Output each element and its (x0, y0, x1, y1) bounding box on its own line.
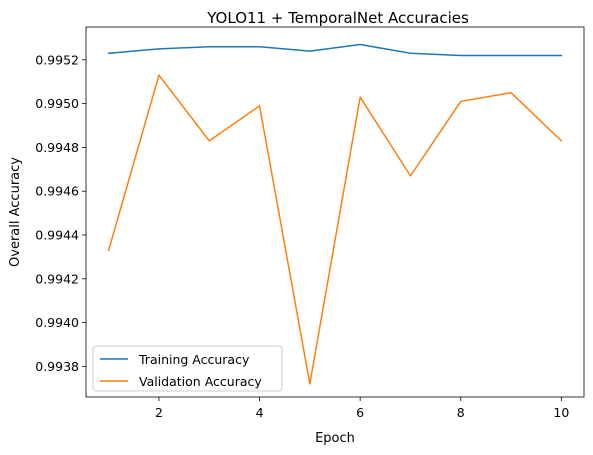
legend: Training Accuracy Validation Accuracy (92, 345, 283, 392)
x-tick-label: 6 (356, 405, 364, 420)
y-tick-label: 0.9946 (35, 184, 79, 199)
y-axis: 0.9938 0.9940 0.9942 0.9944 0.9946 0.9948 0.99… (35, 52, 86, 374)
y-tick-label: 0.9950 (35, 96, 79, 111)
x-axis-label: Epoch (315, 431, 355, 446)
series-line-validation-accuracy (107, 74, 563, 385)
y-axis-label: Overall Accuracy (8, 157, 23, 267)
plot-area (107, 43, 563, 385)
y-tick-label: 0.9940 (35, 315, 79, 330)
y-tick-label: 0.9948 (35, 140, 79, 155)
legend-label-training: Training Accuracy (138, 352, 250, 367)
x-tick-label: 8 (457, 405, 465, 420)
y-tick-label: 0.9952 (35, 52, 79, 67)
x-tick-label: 4 (256, 405, 264, 420)
series-line-training-accuracy (107, 43, 563, 57)
y-tick-label: 0.9938 (35, 359, 79, 374)
x-tick-label: 2 (155, 405, 163, 420)
legend-box (92, 345, 283, 392)
chart-title: YOLO11 + TemporalNet Accuracies (206, 9, 469, 27)
plot-frame (85, 26, 585, 398)
y-tick-label: 0.9944 (35, 227, 79, 242)
x-tick-label: 10 (553, 405, 569, 420)
legend-label-validation: Validation Accuracy (139, 374, 262, 389)
x-axis: 2 4 6 8 10 (155, 397, 569, 420)
y-tick-label: 0.9942 (35, 271, 79, 286)
